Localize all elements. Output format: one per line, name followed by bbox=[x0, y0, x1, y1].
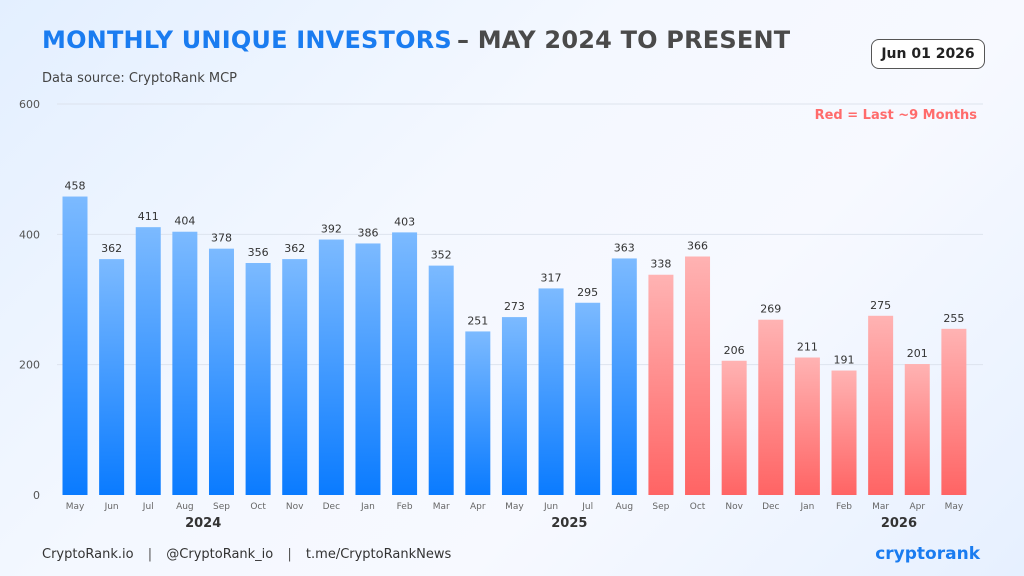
x-tick-label: Apr bbox=[909, 502, 925, 512]
bar bbox=[355, 243, 381, 495]
year-label: 2025 bbox=[551, 516, 587, 531]
bar bbox=[318, 239, 344, 495]
x-tick-label: May bbox=[66, 502, 85, 512]
data-label: 363 bbox=[614, 241, 635, 254]
data-label: 392 bbox=[321, 223, 342, 236]
data-label: 403 bbox=[394, 215, 415, 228]
footer-links: CryptoRank.io | @CryptoRank_io | t.me/Cr… bbox=[42, 547, 451, 562]
footer-telegram-link[interactable]: t.me/CryptoRankNews bbox=[305, 547, 452, 562]
data-label: 404 bbox=[174, 215, 195, 228]
data-source: Data source: CryptoRank MCP bbox=[42, 71, 238, 86]
x-tick-label: Feb bbox=[836, 502, 852, 512]
x-tick-label: Nov bbox=[725, 502, 743, 512]
bar bbox=[501, 317, 527, 495]
data-label: 366 bbox=[687, 239, 708, 252]
x-tick-label: Oct bbox=[690, 502, 706, 512]
data-label: 201 bbox=[907, 347, 928, 360]
x-axis: May Jun Jul Aug Sep Oct Nov Dec Jan Feb Mar Apr May J… bbox=[66, 502, 964, 531]
x-tick-label: May bbox=[505, 502, 524, 512]
data-label: 269 bbox=[760, 303, 781, 316]
footer-twitter-link[interactable]: @CryptoRank_io bbox=[166, 547, 274, 562]
footer-site-link[interactable]: CryptoRank.io bbox=[42, 547, 134, 562]
bar bbox=[538, 288, 564, 495]
data-label: 386 bbox=[357, 226, 378, 239]
bar bbox=[245, 263, 271, 495]
x-tick-label: Aug bbox=[616, 502, 634, 512]
data-label: 458 bbox=[65, 180, 86, 193]
data-label: 275 bbox=[870, 299, 891, 312]
footer-separator: | bbox=[147, 547, 153, 562]
bar bbox=[99, 259, 125, 495]
x-tick-label: Sep bbox=[213, 502, 230, 512]
data-label: 295 bbox=[577, 286, 598, 299]
title-highlight: MONTHLY UNIQUE INVESTORS bbox=[42, 26, 452, 54]
x-tick-label: Jul bbox=[142, 502, 154, 512]
x-tick-label: Feb bbox=[397, 502, 413, 512]
bar bbox=[904, 364, 930, 495]
bar bbox=[685, 256, 711, 495]
y-tick-label: 200 bbox=[19, 359, 40, 372]
bar bbox=[392, 232, 418, 495]
data-label: 338 bbox=[650, 258, 671, 271]
x-tick-label: Sep bbox=[652, 502, 669, 512]
date-badge: Jun 01 2026 bbox=[871, 39, 985, 69]
chart-title: MONTHLY UNIQUE INVESTORS – MAY 2024 TO P… bbox=[42, 26, 790, 54]
brand-logo-text: cryptorank bbox=[875, 544, 980, 564]
bar bbox=[611, 258, 637, 495]
year-label: 2024 bbox=[185, 516, 221, 531]
data-label: 255 bbox=[943, 312, 964, 325]
y-tick-label: 400 bbox=[19, 228, 40, 241]
x-tick-label: Jan bbox=[799, 502, 814, 512]
x-tick-label: Jun bbox=[104, 502, 119, 512]
y-tick-label: 600 bbox=[19, 98, 40, 111]
value-labels: 458 362 411 404 378 356 362 392 386 403 352 251 273 3… bbox=[65, 180, 965, 367]
bar bbox=[648, 274, 674, 495]
footer-separator: | bbox=[287, 547, 292, 562]
x-tick-label: Jan bbox=[360, 502, 375, 512]
bar bbox=[135, 227, 161, 496]
data-label: 317 bbox=[541, 271, 562, 284]
bar bbox=[868, 315, 894, 495]
x-tick-label: Oct bbox=[250, 502, 266, 512]
bar bbox=[575, 302, 601, 495]
bar bbox=[465, 331, 491, 495]
x-tick-label: Jun bbox=[543, 502, 558, 512]
x-tick-label: Dec bbox=[762, 502, 779, 512]
data-label: 273 bbox=[504, 300, 525, 313]
bar bbox=[794, 357, 820, 495]
data-label: 211 bbox=[797, 340, 818, 353]
data-label: 191 bbox=[834, 354, 855, 367]
bar bbox=[941, 328, 967, 495]
year-label: 2026 bbox=[881, 516, 917, 531]
data-label: 362 bbox=[284, 242, 305, 255]
bars bbox=[62, 196, 967, 496]
bar bbox=[758, 319, 784, 495]
data-label: 378 bbox=[211, 232, 232, 245]
x-tick-label: Aug bbox=[176, 502, 194, 512]
x-tick-label: Mar bbox=[433, 502, 450, 512]
bar bbox=[282, 259, 308, 495]
bar bbox=[428, 265, 454, 495]
x-tick-label: Jul bbox=[581, 502, 593, 512]
title-rest: – MAY 2024 TO PRESENT bbox=[456, 26, 791, 54]
data-label: 411 bbox=[138, 210, 159, 223]
x-tick-label: Dec bbox=[323, 502, 340, 512]
data-label: 251 bbox=[467, 314, 488, 327]
x-tick-label: Nov bbox=[286, 502, 304, 512]
bar bbox=[208, 248, 234, 495]
y-tick-label: 0 bbox=[33, 489, 40, 502]
bar bbox=[172, 231, 198, 495]
data-label: 352 bbox=[431, 249, 452, 262]
data-label: 356 bbox=[248, 246, 269, 259]
bar bbox=[831, 370, 857, 495]
data-label: 362 bbox=[101, 242, 122, 255]
x-tick-label: May bbox=[945, 502, 964, 512]
color-legend-note: Red = Last ~9 Months bbox=[814, 108, 977, 123]
x-tick-label: Mar bbox=[872, 502, 889, 512]
bar bbox=[62, 196, 88, 495]
bar bbox=[721, 360, 747, 495]
x-tick-label: Apr bbox=[470, 502, 486, 512]
data-label: 206 bbox=[724, 344, 745, 357]
